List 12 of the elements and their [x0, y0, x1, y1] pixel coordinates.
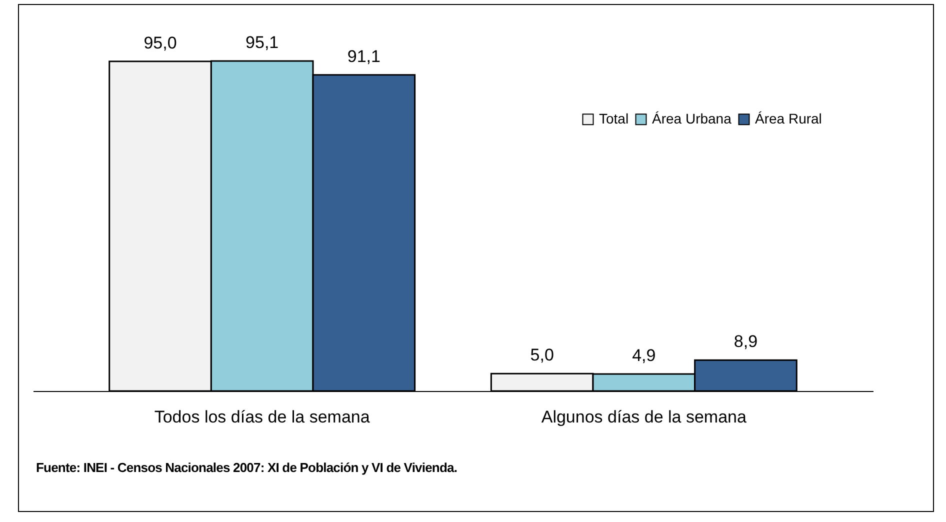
data-label: 8,9: [734, 332, 758, 352]
legend-label: Área Urbana: [652, 110, 732, 126]
data-label: 91,1: [347, 46, 380, 66]
data-label: 5,0: [530, 346, 554, 365]
legend-label: Área Rural: [755, 110, 822, 126]
x-tick-label: Todos los días de la semana: [154, 408, 370, 426]
data-label: 4,9: [632, 346, 656, 365]
source-note: Fuente: INEI - Censos Nacionales 2007: XI de Población y VI de Vivienda.: [36, 460, 458, 475]
legend-label: Total: [599, 110, 629, 126]
data-label: 95,1: [246, 33, 279, 52]
data-label: 95,0: [144, 33, 177, 52]
x-tick-label: Algunos días de la semana: [541, 408, 747, 426]
